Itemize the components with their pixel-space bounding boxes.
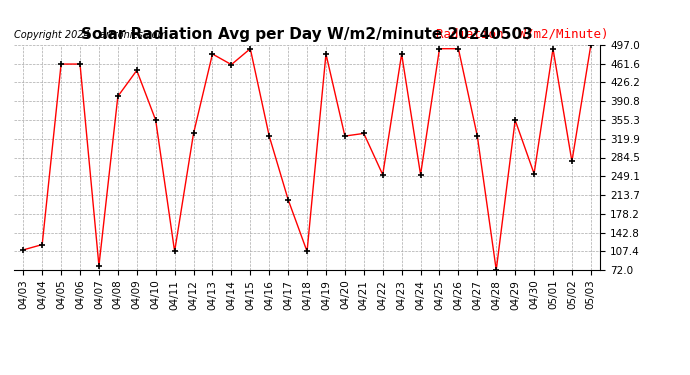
Title: Solar Radiation Avg per Day W/m2/minute 20240503: Solar Radiation Avg per Day W/m2/minute … [81, 27, 533, 42]
Text: Copyright 2024 Cartronics.com: Copyright 2024 Cartronics.com [14, 30, 167, 40]
Text: Radiation (W/m2/Minute): Radiation (W/m2/Minute) [436, 27, 609, 40]
